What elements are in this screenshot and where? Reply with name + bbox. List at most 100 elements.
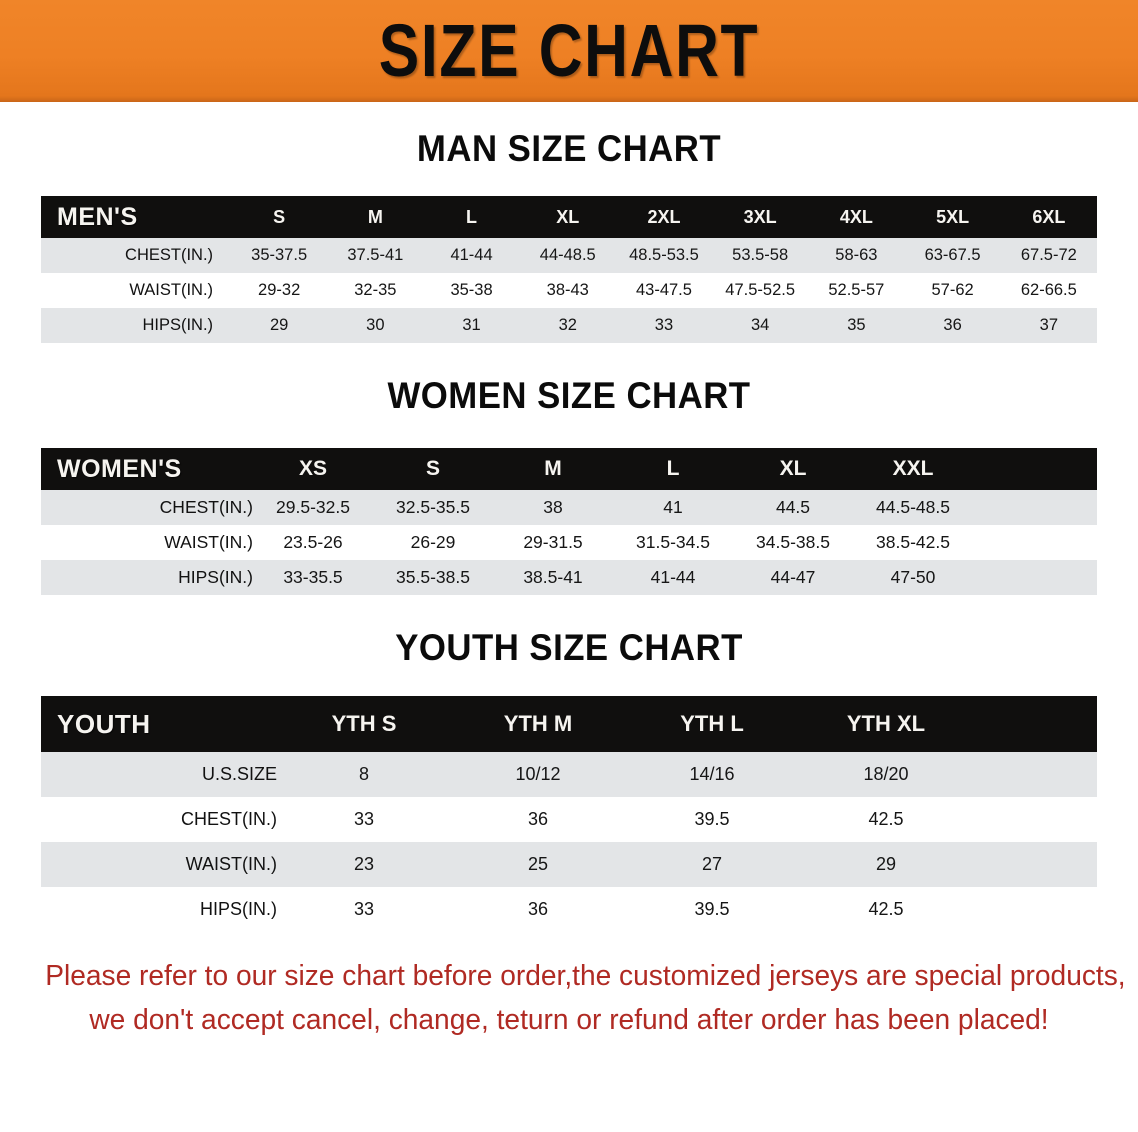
youth-cell: 27 bbox=[701, 854, 723, 874]
youth-cell: 33 bbox=[353, 809, 375, 829]
women-cell: 23.5-26 bbox=[283, 532, 343, 552]
men-cell: 32 bbox=[558, 316, 577, 334]
table-row: CHEST(IN.) 33 36 39.5 42.5 bbox=[41, 797, 1097, 842]
men-col-header: 6XL bbox=[1032, 206, 1066, 227]
youth-col-header: YTH M bbox=[503, 711, 573, 736]
youth-cell-empty bbox=[973, 797, 1097, 842]
women-cell: 34.5-38.5 bbox=[756, 532, 830, 552]
men-row-label: WAIST(IN.) bbox=[129, 281, 214, 299]
men-col-header: S bbox=[273, 206, 286, 227]
disclaimer-line-2: we don't accept cancel, change, teturn o… bbox=[89, 1004, 1049, 1036]
youth-section-title: YOUTH SIZE CHART bbox=[395, 627, 743, 668]
women-corner-label: WOMEN'S bbox=[57, 454, 182, 483]
men-col-header: 4XL bbox=[839, 206, 873, 227]
men-cell: 29 bbox=[269, 316, 289, 334]
men-cell: 34 bbox=[750, 316, 770, 334]
youth-col-header: YTH L bbox=[680, 711, 744, 736]
women-size-table: WOMEN'S XS S M L XL XXL CHEST(IN.) 29.5-… bbox=[41, 448, 1097, 595]
women-cell: 44.5 bbox=[775, 497, 811, 517]
men-row-label: CHEST(IN.) bbox=[125, 246, 214, 264]
men-cell: 44-48.5 bbox=[539, 246, 596, 264]
youth-row-label: HIPS(IN.) bbox=[199, 899, 277, 919]
women-row-label: WAIST(IN.) bbox=[164, 532, 253, 552]
men-cell: 30 bbox=[366, 316, 385, 334]
men-size-table: MEN'S S M L XL 2XL 3XL 4XL 5XL 6XL CHEST… bbox=[41, 196, 1097, 343]
youth-col-header: YTH XL bbox=[846, 711, 926, 736]
women-cell: 44-47 bbox=[770, 567, 816, 587]
men-cell: 35 bbox=[847, 316, 866, 334]
women-col-header: XL bbox=[779, 457, 807, 480]
youth-cell: 14/16 bbox=[689, 764, 735, 784]
youth-cell: 29 bbox=[875, 854, 897, 874]
youth-row-label: CHEST(IN.) bbox=[181, 809, 277, 829]
men-cell: 37.5-41 bbox=[347, 246, 404, 264]
table-row: HIPS(IN.) 29 30 31 32 33 34 35 36 37 bbox=[41, 308, 1097, 343]
men-col-header: 3XL bbox=[743, 206, 777, 227]
men-corner-label: MEN'S bbox=[57, 202, 138, 231]
men-cell: 63-67.5 bbox=[924, 246, 981, 264]
women-col-header: L bbox=[666, 457, 680, 480]
women-cell: 29-31.5 bbox=[523, 532, 583, 552]
men-cell: 58-63 bbox=[835, 246, 878, 264]
women-size-table-container: WOMEN'S XS S M L XL XXL CHEST(IN.) 29.5-… bbox=[41, 448, 1097, 595]
men-cell: 29-32 bbox=[258, 281, 301, 299]
youth-cell-empty bbox=[973, 752, 1097, 797]
women-cell: 32.5-35.5 bbox=[396, 497, 470, 517]
page-banner: SIZE CHART bbox=[0, 0, 1138, 102]
table-row: WAIST(IN.) 23.5-26 26-29 29-31.5 31.5-34… bbox=[41, 525, 1097, 560]
youth-size-table-container: YOUTH YTH S YTH M YTH L YTH XL U.S.SIZE … bbox=[41, 696, 1097, 932]
youth-col-header: YTH S bbox=[331, 711, 397, 736]
men-cell: 57-62 bbox=[931, 281, 974, 299]
table-row: WAIST(IN.) 23 25 27 29 bbox=[41, 842, 1097, 887]
women-row-label: HIPS(IN.) bbox=[178, 567, 253, 587]
youth-cell: 39.5 bbox=[694, 809, 730, 829]
men-col-header: 2XL bbox=[647, 206, 681, 227]
men-cell: 35-38 bbox=[450, 281, 493, 299]
youth-table-header-row: YOUTH YTH S YTH M YTH L YTH XL bbox=[41, 696, 1097, 752]
women-cell: 44.5-48.5 bbox=[876, 497, 950, 517]
women-cell: 41-44 bbox=[650, 567, 696, 587]
women-section-title: WOMEN SIZE CHART bbox=[387, 375, 751, 416]
women-cell: 47-50 bbox=[890, 567, 936, 587]
youth-size-table: YOUTH YTH S YTH M YTH L YTH XL U.S.SIZE … bbox=[41, 696, 1097, 932]
youth-cell: 36 bbox=[527, 809, 549, 829]
men-col-header: XL bbox=[556, 206, 580, 227]
men-cell: 36 bbox=[943, 316, 962, 334]
page-title: SIZE CHART bbox=[378, 9, 760, 92]
women-cell-empty bbox=[973, 490, 1097, 525]
men-cell: 31 bbox=[462, 316, 481, 334]
youth-cell: 36 bbox=[527, 899, 549, 919]
women-table-header-row: WOMEN'S XS S M L XL XXL bbox=[41, 448, 1097, 490]
men-size-table-container: MEN'S S M L XL 2XL 3XL 4XL 5XL 6XL CHEST… bbox=[41, 196, 1097, 343]
men-cell: 41-44 bbox=[450, 246, 493, 264]
women-col-header: XXL bbox=[892, 457, 934, 480]
table-row: WAIST(IN.) 29-32 32-35 35-38 38-43 43-47… bbox=[41, 273, 1097, 308]
youth-cell: 23 bbox=[353, 854, 375, 874]
youth-cell: 39.5 bbox=[694, 899, 730, 919]
men-cell: 33 bbox=[654, 316, 674, 334]
men-cell: 35-37.5 bbox=[251, 246, 308, 264]
women-row-label: CHEST(IN.) bbox=[159, 497, 253, 517]
table-row: HIPS(IN.) 33-35.5 35.5-38.5 38.5-41 41-4… bbox=[41, 560, 1097, 595]
men-row-label: HIPS(IN.) bbox=[142, 316, 214, 334]
men-cell: 53.5-58 bbox=[732, 246, 789, 264]
men-cell: 32-35 bbox=[354, 281, 397, 299]
men-cell: 38-43 bbox=[546, 281, 589, 299]
table-row: CHEST(IN.) 29.5-32.5 32.5-35.5 38 41 44.… bbox=[41, 490, 1097, 525]
youth-cell: 10/12 bbox=[515, 764, 561, 784]
women-cell: 38.5-42.5 bbox=[876, 532, 950, 552]
youth-cell: 42.5 bbox=[868, 809, 904, 829]
youth-corner-label: YOUTH bbox=[57, 708, 151, 739]
women-cell: 29.5-32.5 bbox=[276, 497, 350, 517]
men-col-header: L bbox=[466, 206, 478, 227]
women-col-header-empty bbox=[973, 448, 1097, 490]
women-cell-empty bbox=[973, 560, 1097, 595]
women-col-header: M bbox=[544, 457, 562, 480]
men-table-header-row: MEN'S S M L XL 2XL 3XL 4XL 5XL 6XL bbox=[41, 196, 1097, 238]
men-cell: 52.5-57 bbox=[828, 281, 885, 299]
youth-cell: 8 bbox=[358, 764, 369, 784]
women-col-header: S bbox=[425, 457, 440, 480]
women-cell: 41 bbox=[663, 497, 683, 517]
women-cell-empty bbox=[973, 525, 1097, 560]
women-cell: 33-35.5 bbox=[283, 567, 343, 587]
